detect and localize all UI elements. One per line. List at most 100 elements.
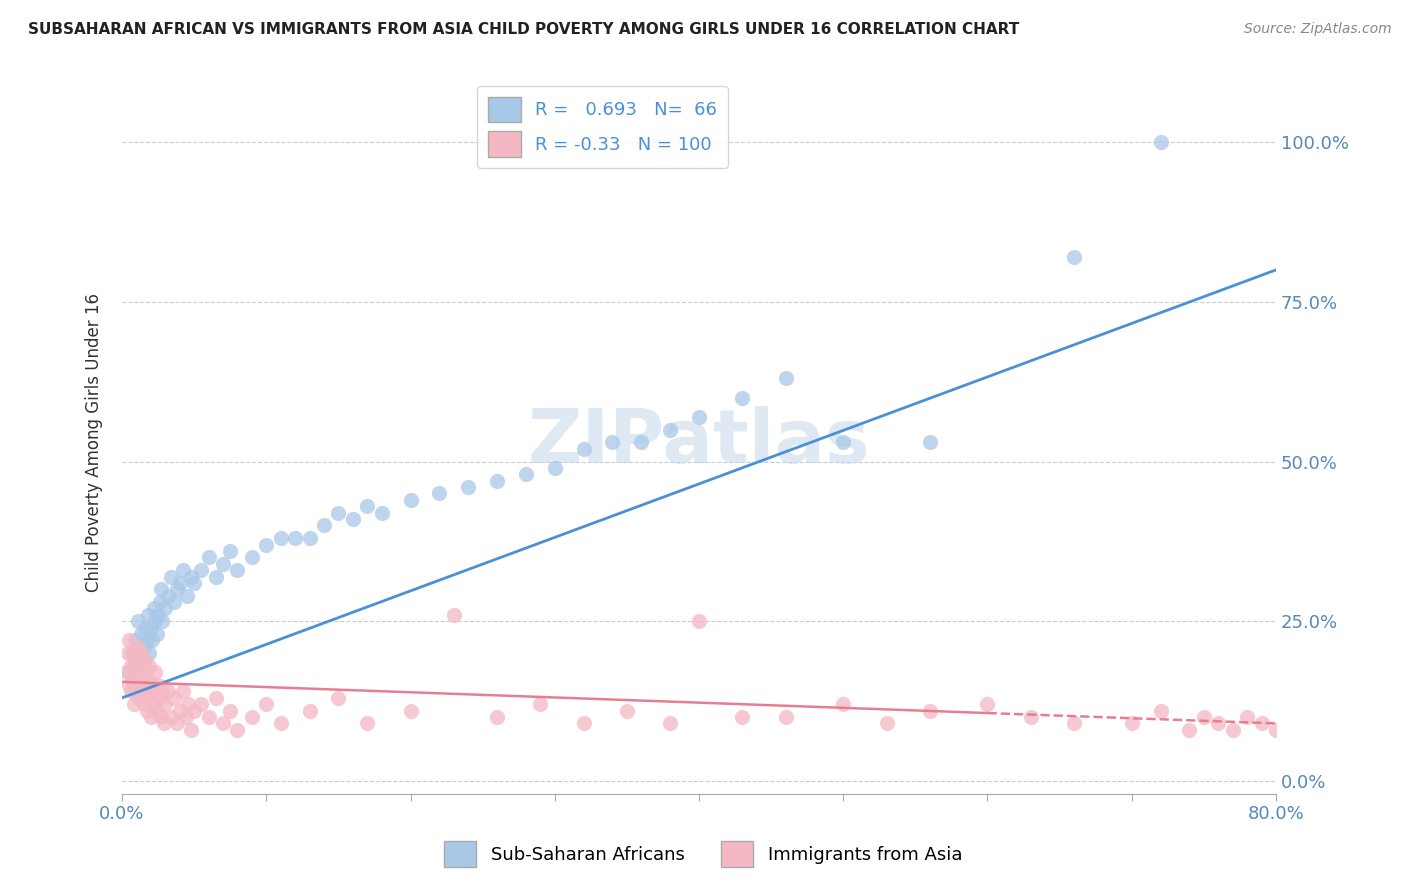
Point bbox=[298, 531, 321, 545]
Point bbox=[157, 589, 180, 603]
Point bbox=[135, 633, 157, 648]
Point bbox=[204, 690, 226, 705]
Point bbox=[1265, 723, 1288, 737]
Point bbox=[122, 659, 145, 673]
Point bbox=[659, 423, 682, 437]
Point bbox=[145, 704, 167, 718]
Point bbox=[240, 550, 263, 565]
Point bbox=[129, 646, 152, 660]
Point bbox=[212, 557, 235, 571]
Point bbox=[115, 665, 138, 680]
Point bbox=[544, 461, 567, 475]
Text: ZIPatlas: ZIPatlas bbox=[527, 406, 870, 479]
Point bbox=[125, 652, 148, 666]
Point bbox=[298, 704, 321, 718]
Point bbox=[131, 672, 153, 686]
Point bbox=[399, 492, 422, 507]
Point bbox=[143, 614, 166, 628]
Point bbox=[1308, 716, 1330, 731]
Point bbox=[128, 659, 150, 673]
Point bbox=[128, 690, 150, 705]
Point bbox=[121, 672, 143, 686]
Point bbox=[183, 704, 205, 718]
Point bbox=[129, 627, 152, 641]
Point bbox=[139, 684, 162, 698]
Point bbox=[254, 538, 277, 552]
Point bbox=[146, 607, 169, 622]
Point bbox=[630, 435, 652, 450]
Point bbox=[775, 371, 797, 385]
Point bbox=[356, 716, 378, 731]
Point bbox=[150, 710, 173, 724]
Point bbox=[145, 627, 167, 641]
Point bbox=[1149, 135, 1171, 149]
Point bbox=[1019, 710, 1042, 724]
Point bbox=[142, 601, 165, 615]
Point bbox=[134, 652, 156, 666]
Point bbox=[124, 633, 146, 648]
Point bbox=[1351, 723, 1374, 737]
Point bbox=[160, 710, 183, 724]
Point bbox=[197, 550, 219, 565]
Point bbox=[148, 690, 170, 705]
Point bbox=[240, 710, 263, 724]
Point bbox=[125, 684, 148, 698]
Point bbox=[775, 710, 797, 724]
Point bbox=[572, 442, 595, 456]
Point bbox=[132, 659, 155, 673]
Point bbox=[128, 646, 150, 660]
Y-axis label: Child Poverty Among Girls Under 16: Child Poverty Among Girls Under 16 bbox=[86, 293, 103, 592]
Point bbox=[515, 467, 537, 482]
Point bbox=[876, 716, 898, 731]
Point bbox=[212, 716, 235, 731]
Point bbox=[135, 704, 157, 718]
Point bbox=[1178, 723, 1201, 737]
Point bbox=[136, 607, 159, 622]
Point bbox=[169, 704, 191, 718]
Point bbox=[136, 690, 159, 705]
Point bbox=[312, 518, 335, 533]
Point bbox=[139, 621, 162, 635]
Point bbox=[688, 409, 710, 424]
Point bbox=[486, 474, 509, 488]
Point bbox=[132, 640, 155, 654]
Point bbox=[832, 698, 855, 712]
Point bbox=[616, 704, 638, 718]
Point bbox=[443, 607, 465, 622]
Point bbox=[1063, 250, 1085, 264]
Legend: R =   0.693   N=  66, R = -0.33   N = 100: R = 0.693 N= 66, R = -0.33 N = 100 bbox=[477, 86, 728, 168]
Point bbox=[120, 659, 142, 673]
Point bbox=[120, 684, 142, 698]
Point bbox=[122, 678, 145, 692]
Point bbox=[180, 569, 202, 583]
Legend: Sub-Saharan Africans, Immigrants from Asia: Sub-Saharan Africans, Immigrants from As… bbox=[437, 834, 969, 874]
Point bbox=[169, 575, 191, 590]
Point bbox=[138, 646, 160, 660]
Point bbox=[1365, 716, 1388, 731]
Point bbox=[155, 698, 177, 712]
Point bbox=[146, 678, 169, 692]
Point bbox=[117, 646, 139, 660]
Point bbox=[166, 716, 188, 731]
Point bbox=[1121, 716, 1143, 731]
Text: SUBSAHARAN AFRICAN VS IMMIGRANTS FROM ASIA CHILD POVERTY AMONG GIRLS UNDER 16 CO: SUBSAHARAN AFRICAN VS IMMIGRANTS FROM AS… bbox=[28, 22, 1019, 37]
Point bbox=[1337, 716, 1360, 731]
Point bbox=[602, 435, 624, 450]
Point bbox=[1149, 704, 1171, 718]
Point bbox=[118, 633, 141, 648]
Point bbox=[1381, 723, 1403, 737]
Point bbox=[155, 601, 177, 615]
Point bbox=[254, 698, 277, 712]
Point bbox=[370, 506, 392, 520]
Point bbox=[918, 435, 941, 450]
Point bbox=[190, 698, 212, 712]
Point bbox=[1222, 723, 1244, 737]
Point bbox=[1250, 716, 1272, 731]
Point bbox=[976, 698, 998, 712]
Point bbox=[139, 710, 162, 724]
Point bbox=[270, 716, 292, 731]
Point bbox=[226, 723, 249, 737]
Point bbox=[731, 391, 754, 405]
Point bbox=[121, 646, 143, 660]
Point bbox=[127, 640, 149, 654]
